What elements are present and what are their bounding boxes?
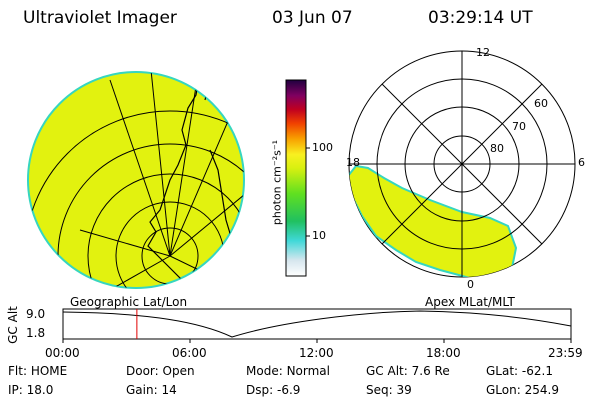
glat-field: GLat: -62.1 xyxy=(486,364,553,378)
mlt-12-label: 12 xyxy=(476,46,490,59)
colorbar xyxy=(285,79,310,277)
mlt-18-label: 18 xyxy=(346,156,360,169)
auroral-oval xyxy=(349,164,518,277)
altitude-ymin: 1.8 xyxy=(26,326,46,340)
colorbar-tick-100: 100 xyxy=(312,141,333,154)
lat-60-label: 60 xyxy=(534,97,548,110)
mlt-6-label: 6 xyxy=(578,156,585,169)
x-tick-4: 23:59 xyxy=(548,346,583,360)
mode-field: Mode: Normal xyxy=(246,364,330,378)
seq-field: Seq: 39 xyxy=(366,383,412,397)
geographic-map xyxy=(27,71,245,289)
x-tick-0: 00:00 xyxy=(45,346,80,360)
instrument-title: Ultraviolet Imager xyxy=(23,8,177,28)
gcalt-field: GC Alt: 7.6 Re xyxy=(366,364,450,378)
polar-plot xyxy=(348,50,576,278)
altitude-ylabel: GC Alt xyxy=(5,306,20,344)
lat-80-label: 80 xyxy=(490,142,504,155)
ip-field: IP: 18.0 xyxy=(8,383,54,397)
x-tick-2: 12:00 xyxy=(299,346,334,360)
altitude-ymax: 9.0 xyxy=(26,307,46,321)
date-label: 03 Jun 07 xyxy=(272,8,353,28)
apex-label: Apex MLat/MLT xyxy=(425,295,515,309)
gain-field: Gain: 14 xyxy=(126,383,177,397)
mlt-0-label: 0 xyxy=(467,278,474,291)
dsp-field: Dsp: -6.9 xyxy=(246,383,301,397)
x-tick-1: 06:00 xyxy=(172,346,207,360)
flt-field: Flt: HOME xyxy=(8,364,68,378)
time-label: 03:29:14 UT xyxy=(428,8,533,28)
altitude-plot xyxy=(62,308,572,343)
x-tick-3: 18:00 xyxy=(426,346,461,360)
colorbar-unit-label: photon cm⁻²s⁻¹ xyxy=(270,139,284,226)
colorbar-tick-10: 10 xyxy=(312,229,326,242)
glon-field: GLon: 254.9 xyxy=(486,383,559,397)
geographic-label: Geographic Lat/Lon xyxy=(70,295,188,309)
door-field: Door: Open xyxy=(126,364,195,378)
lat-70-label: 70 xyxy=(512,120,526,133)
